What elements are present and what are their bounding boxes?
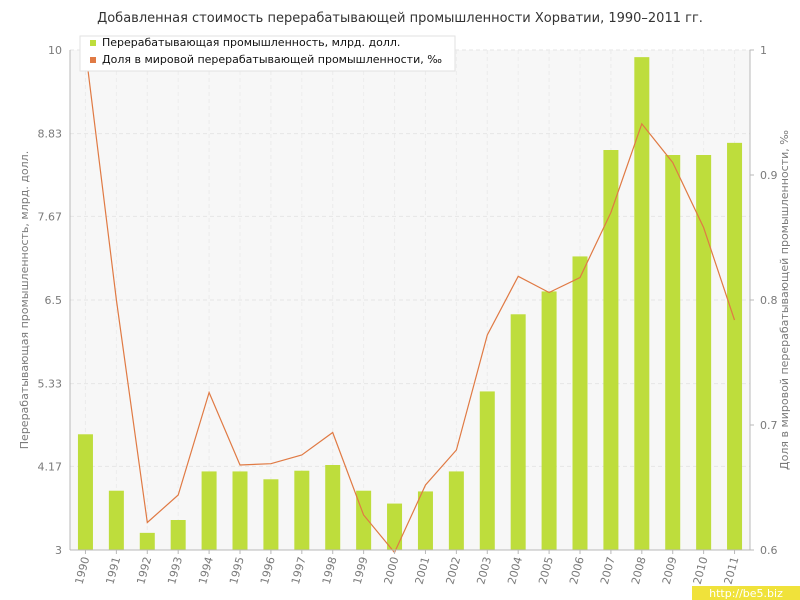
legend[interactable]: Перерабатывающая промышленность, млрд. д… <box>79 35 456 72</box>
bar[interactable] <box>232 471 248 550</box>
legend-label-line: Доля в мировой перерабатывающей промышле… <box>102 53 442 66</box>
right-tick-label: 1 <box>760 44 767 57</box>
bar[interactable] <box>263 479 279 550</box>
legend-box <box>79 35 456 72</box>
right-axis-label: Доля в мировой перерабатывающей промышле… <box>778 130 791 470</box>
right-axis: 0.6 0.7 0.8 0.9 1 <box>749 44 778 557</box>
bar[interactable] <box>603 150 619 550</box>
bar[interactable] <box>325 465 341 550</box>
watermark[interactable]: http://be5.biz <box>692 586 800 600</box>
bar[interactable] <box>541 291 557 550</box>
left-tick-label: 5.33 <box>38 378 63 391</box>
bar[interactable] <box>665 155 681 550</box>
right-tick-label: 0.6 <box>760 544 778 557</box>
left-tick-label: 4.17 <box>38 460 63 473</box>
left-axis: 3 4.17 5.33 6.5 7.67 8.83 10 <box>38 44 71 557</box>
watermark-badge <box>692 586 800 600</box>
bar[interactable] <box>139 532 155 550</box>
legend-swatch-bars <box>90 40 96 46</box>
left-tick-label: 6.5 <box>45 294 63 307</box>
bar[interactable] <box>696 155 712 550</box>
chart-title: Добавленная стоимость перерабатывающей п… <box>97 11 703 26</box>
bar-series <box>77 57 743 551</box>
bar[interactable] <box>479 391 495 550</box>
legend-swatch-line <box>90 57 96 63</box>
bar[interactable] <box>77 434 93 550</box>
left-tick-label: 8.83 <box>38 128 63 141</box>
right-tick-label: 0.8 <box>760 294 778 307</box>
left-tick-label: 3 <box>55 544 62 557</box>
bar[interactable] <box>448 471 464 550</box>
watermark-text[interactable]: http://be5.biz <box>709 587 783 600</box>
bar[interactable] <box>417 491 433 550</box>
bar[interactable] <box>170 520 186 550</box>
line-series <box>84 49 736 554</box>
bar[interactable] <box>510 314 526 550</box>
left-tick-label: 7.67 <box>38 210 63 223</box>
right-tick-label: 0.9 <box>760 169 778 182</box>
left-tick-label: 10 <box>48 44 62 57</box>
bar[interactable] <box>727 142 743 550</box>
bar[interactable] <box>387 503 403 550</box>
bar[interactable] <box>201 471 217 550</box>
bar[interactable] <box>294 470 310 550</box>
right-tick-label: 0.7 <box>760 419 778 432</box>
share-line[interactable] <box>84 49 736 554</box>
bar[interactable] <box>572 256 588 550</box>
legend-label-bars: Перерабатывающая промышленность, млрд. д… <box>102 36 400 49</box>
left-axis-label: Перерабатывающая промышленность, млрд. д… <box>18 151 31 449</box>
bar[interactable] <box>634 57 650 551</box>
bar[interactable] <box>108 490 124 550</box>
